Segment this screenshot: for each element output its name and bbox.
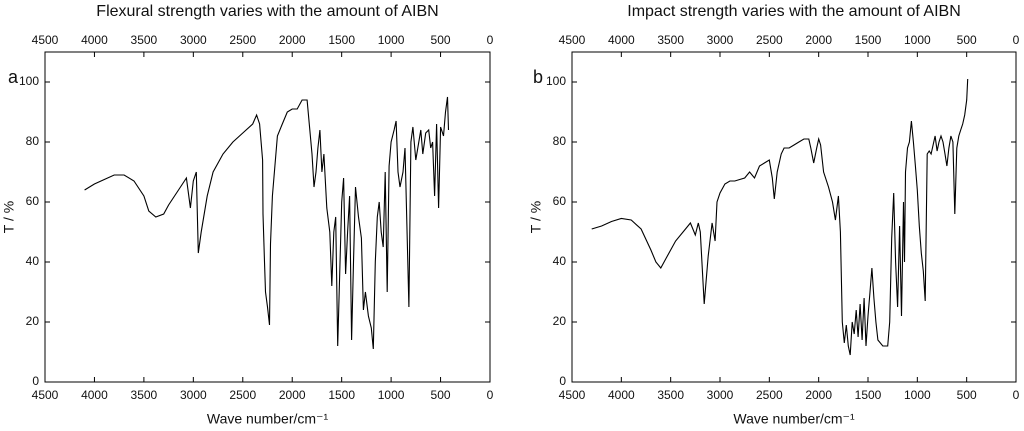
x-tick-label: 1500 xyxy=(328,388,355,402)
x-tick-label: 3500 xyxy=(131,388,158,402)
x-tick-label: 1000 xyxy=(378,388,405,402)
x-top-tick-label: 0 xyxy=(1013,33,1020,47)
y-tick-label: 40 xyxy=(26,254,40,268)
x-tick-label: 3000 xyxy=(180,388,207,402)
x-tick-label: 4500 xyxy=(559,388,586,402)
x-axis-label: Wave number/cm⁻¹ xyxy=(733,411,855,427)
x-top-tick-label: 3000 xyxy=(707,33,734,47)
y-tick-label: 80 xyxy=(553,134,567,148)
x-top-tick-label: 2000 xyxy=(805,33,832,47)
y-tick-label: 0 xyxy=(559,374,566,388)
y-tick-label: 100 xyxy=(19,74,39,88)
panel-label: b xyxy=(533,67,543,87)
y-tick-label: 20 xyxy=(553,314,567,328)
x-tick-label: 0 xyxy=(487,388,494,402)
spectrum-line xyxy=(84,96,450,350)
chart-title: Impact strength varies with the amount o… xyxy=(627,3,961,20)
y-tick-label: 20 xyxy=(26,314,40,328)
plot-frame xyxy=(44,51,491,383)
x-tick-label: 4000 xyxy=(81,388,108,402)
x-top-tick-label: 2500 xyxy=(756,33,783,47)
x-top-tick-label: 3000 xyxy=(180,33,207,47)
x-tick-label: 500 xyxy=(957,388,977,402)
x-top-tick-label: 4000 xyxy=(81,33,108,47)
x-top-tick-label: 500 xyxy=(431,33,451,47)
x-tick-label: 3500 xyxy=(657,388,684,402)
x-tick-label: 3000 xyxy=(707,388,734,402)
x-tick-label: 2500 xyxy=(756,388,783,402)
y-tick-label: 80 xyxy=(26,134,40,148)
plot-frame xyxy=(571,51,1017,383)
x-tick-label: 1500 xyxy=(855,388,882,402)
y-tick-label: 40 xyxy=(553,254,567,268)
x-top-tick-label: 2000 xyxy=(279,33,306,47)
x-top-tick-label: 2500 xyxy=(229,33,256,47)
x-top-tick-label: 500 xyxy=(957,33,977,47)
x-top-tick-label: 1500 xyxy=(855,33,882,47)
x-top-tick-label: 1000 xyxy=(378,33,405,47)
panel-label: a xyxy=(8,67,19,87)
x-top-tick-label: 0 xyxy=(487,33,494,47)
x-tick-label: 2000 xyxy=(279,388,306,402)
y-tick-label: 60 xyxy=(553,194,567,208)
x-top-tick-label: 1000 xyxy=(904,33,931,47)
x-top-tick-label: 3500 xyxy=(657,33,684,47)
x-tick-label: 1000 xyxy=(904,388,931,402)
x-top-tick-label: 3500 xyxy=(131,33,158,47)
y-tick-label: 0 xyxy=(32,374,39,388)
x-top-tick-label: 4500 xyxy=(32,33,59,47)
x-tick-label: 2000 xyxy=(805,388,832,402)
x-top-tick-label: 4000 xyxy=(608,33,635,47)
x-tick-label: 2500 xyxy=(229,388,256,402)
x-tick-label: 4000 xyxy=(608,388,635,402)
x-axis-label: Wave number/cm⁻¹ xyxy=(207,411,329,427)
x-tick-label: 4500 xyxy=(32,388,59,402)
y-tick-label: 100 xyxy=(546,74,566,88)
y-axis-label: T / % xyxy=(1,201,17,233)
chart-title: Flexural strength varies with the amount… xyxy=(96,3,438,20)
x-tick-label: 0 xyxy=(1013,388,1020,402)
x-top-tick-label: 1500 xyxy=(328,33,355,47)
x-tick-label: 500 xyxy=(431,388,451,402)
spectrum-line xyxy=(591,78,969,356)
x-top-tick-label: 4500 xyxy=(559,33,586,47)
y-axis-label: T / % xyxy=(528,201,544,233)
y-tick-label: 60 xyxy=(26,194,40,208)
